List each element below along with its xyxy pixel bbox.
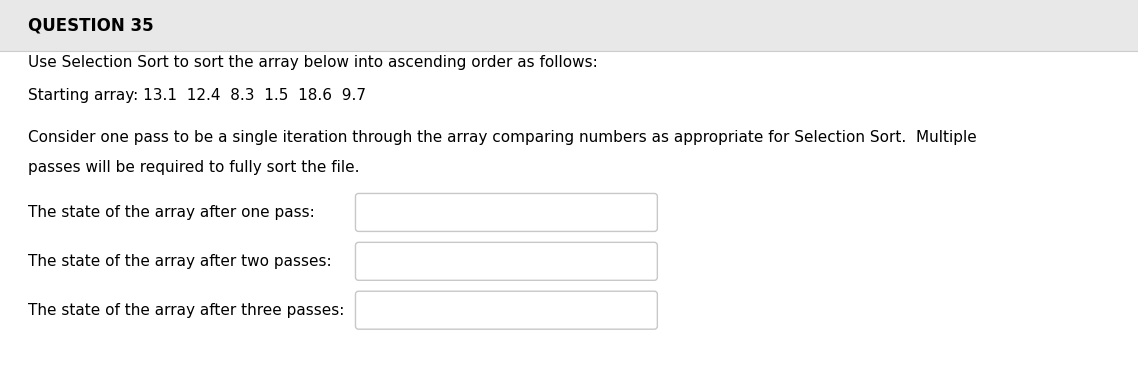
- FancyBboxPatch shape: [355, 194, 658, 231]
- Text: The state of the array after three passes:: The state of the array after three passe…: [28, 303, 345, 318]
- Text: passes will be required to fully sort the file.: passes will be required to fully sort th…: [28, 160, 360, 175]
- Text: Use Selection Sort to sort the array below into ascending order as follows:: Use Selection Sort to sort the array bel…: [28, 55, 599, 70]
- Text: QUESTION 35: QUESTION 35: [28, 17, 154, 34]
- Text: The state of the array after two passes:: The state of the array after two passes:: [28, 254, 332, 269]
- Bar: [0, 0, 1138, 51]
- Text: The state of the array after one pass:: The state of the array after one pass:: [28, 205, 315, 220]
- Bar: [0, 51, 1138, 376]
- FancyBboxPatch shape: [355, 291, 658, 329]
- FancyBboxPatch shape: [355, 243, 658, 280]
- Text: Consider one pass to be a single iteration through the array comparing numbers a: Consider one pass to be a single iterati…: [28, 130, 978, 145]
- Text: Starting array: 13.1  12.4  8.3  1.5  18.6  9.7: Starting array: 13.1 12.4 8.3 1.5 18.6 9…: [28, 88, 366, 103]
